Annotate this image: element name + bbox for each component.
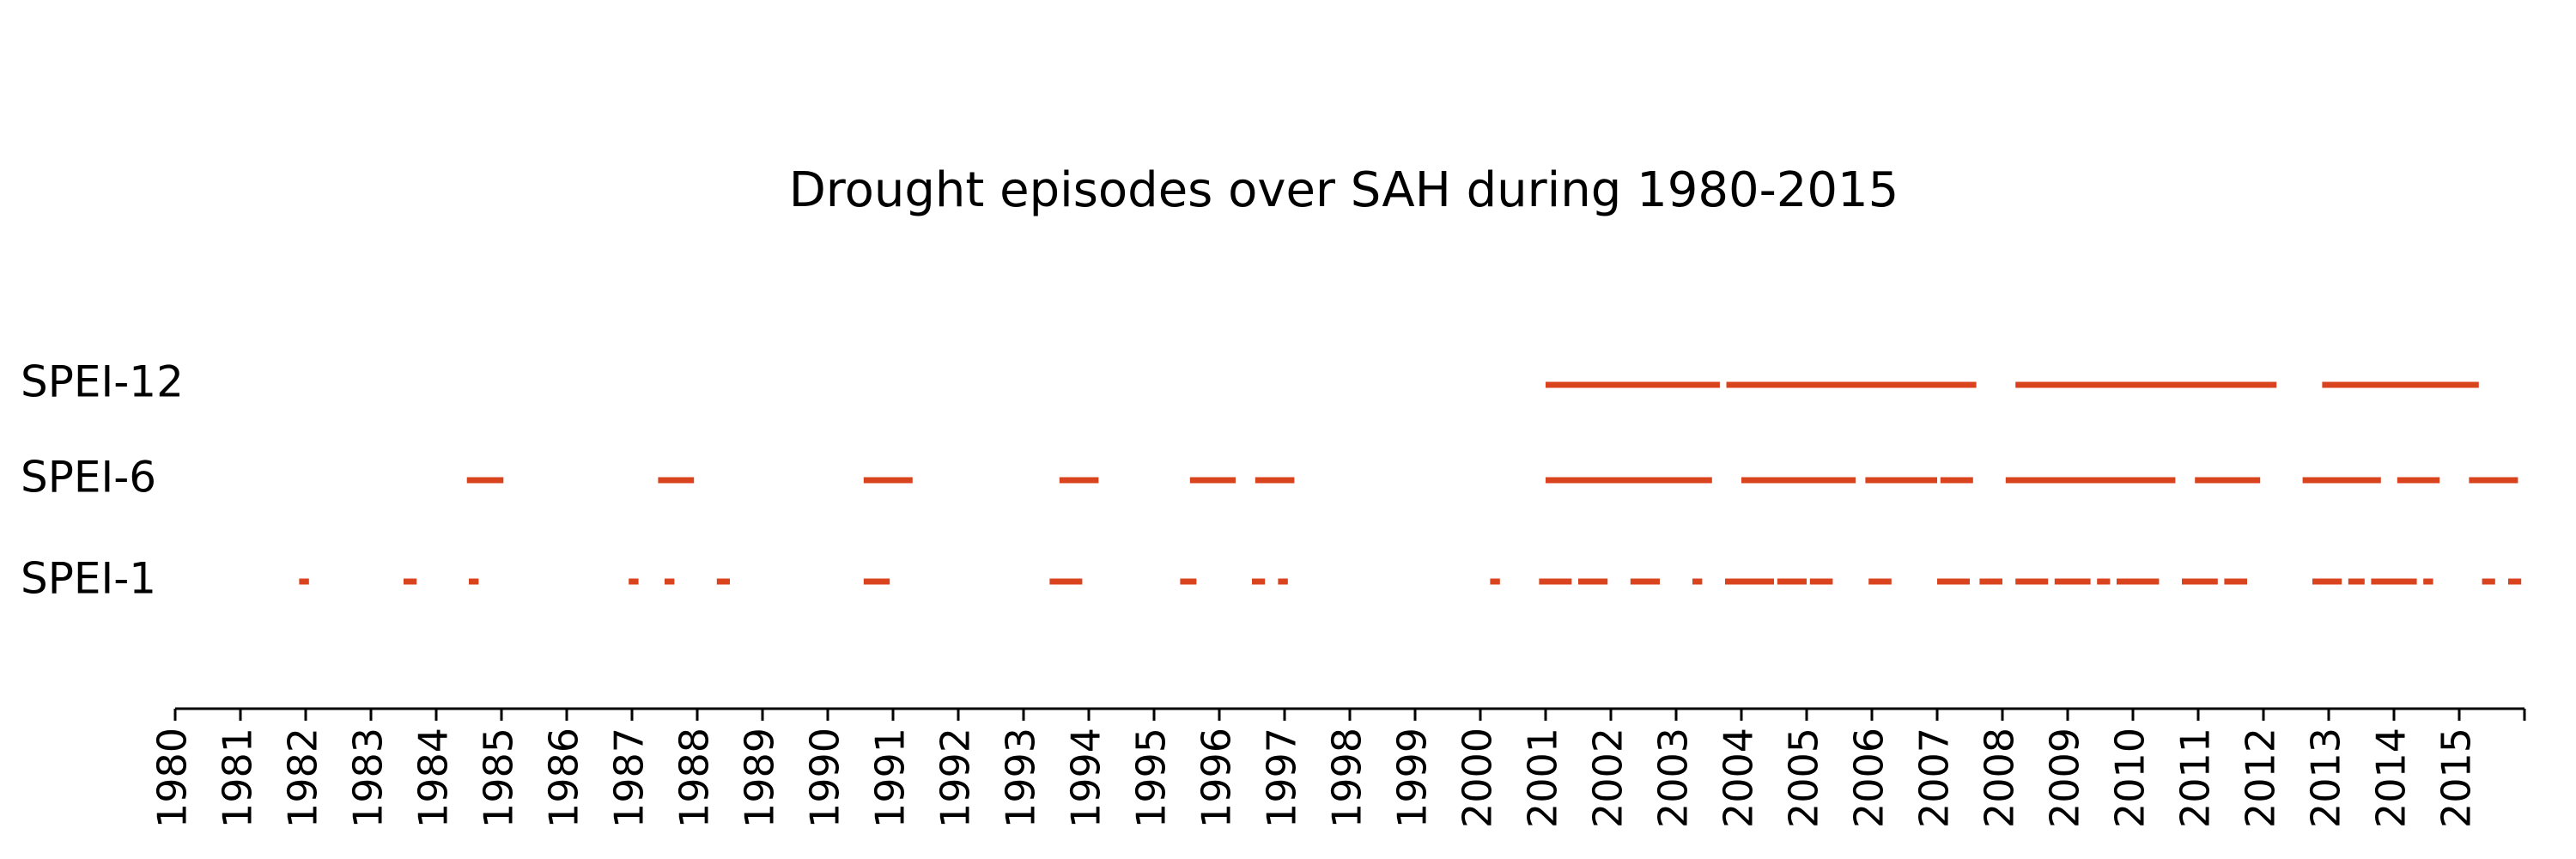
x-tick-label: 1983 bbox=[345, 728, 392, 828]
x-tick-label: 2012 bbox=[2238, 728, 2284, 828]
x-tick-label: 1993 bbox=[998, 728, 1044, 828]
x-tick-label: 2010 bbox=[2107, 728, 2154, 828]
chart-title: Drought episodes over SAH during 1980-20… bbox=[789, 162, 1899, 218]
x-tick-label: 1980 bbox=[149, 728, 196, 828]
x-tick-label: 2013 bbox=[2303, 728, 2349, 828]
x-tick-label: 2011 bbox=[2172, 728, 2219, 828]
x-tick-label: 2015 bbox=[2433, 728, 2480, 828]
x-tick-label: 2005 bbox=[1781, 728, 1827, 828]
x-tick-label: 1996 bbox=[1194, 728, 1240, 828]
x-tick-label: 2006 bbox=[1846, 728, 1893, 828]
x-tick-label: 1982 bbox=[280, 728, 326, 828]
x-tick-label: 1990 bbox=[802, 728, 848, 828]
x-tick-label: 2009 bbox=[2042, 728, 2088, 828]
x-tick-label: 2004 bbox=[1716, 728, 1762, 828]
series-label: SPEI-12 bbox=[21, 357, 184, 407]
x-tick-label: 1995 bbox=[1128, 728, 1175, 828]
x-tick-label: 2008 bbox=[1977, 728, 2023, 828]
x-tick-label: 2014 bbox=[2368, 728, 2415, 828]
x-tick-label: 1989 bbox=[737, 728, 783, 828]
x-tick-label: 2002 bbox=[1585, 728, 1631, 828]
x-tick-label: 1984 bbox=[410, 728, 457, 828]
x-tick-label: 1994 bbox=[1063, 728, 1109, 828]
x-tick-label: 1988 bbox=[671, 728, 718, 828]
x-tick-label: 2001 bbox=[1520, 728, 1566, 828]
x-tick-label: 1985 bbox=[476, 728, 522, 828]
x-tick-label: 1997 bbox=[1259, 728, 1305, 828]
x-tick-label: 2003 bbox=[1650, 728, 1697, 828]
x-tick-label: 1992 bbox=[933, 728, 979, 828]
x-tick-label: 2000 bbox=[1455, 728, 1501, 828]
x-tick-label: 1999 bbox=[1389, 728, 1436, 828]
series-label: SPEI-1 bbox=[21, 554, 156, 604]
x-tick-label: 1986 bbox=[541, 728, 587, 828]
x-tick-label: 1998 bbox=[1324, 728, 1370, 828]
x-tick-label: 1981 bbox=[215, 728, 261, 828]
x-tick-label: 2007 bbox=[1911, 728, 1958, 828]
series-label: SPEI-6 bbox=[21, 453, 156, 503]
x-tick-label: 1987 bbox=[606, 728, 653, 828]
x-tick-label: 1991 bbox=[867, 728, 914, 828]
